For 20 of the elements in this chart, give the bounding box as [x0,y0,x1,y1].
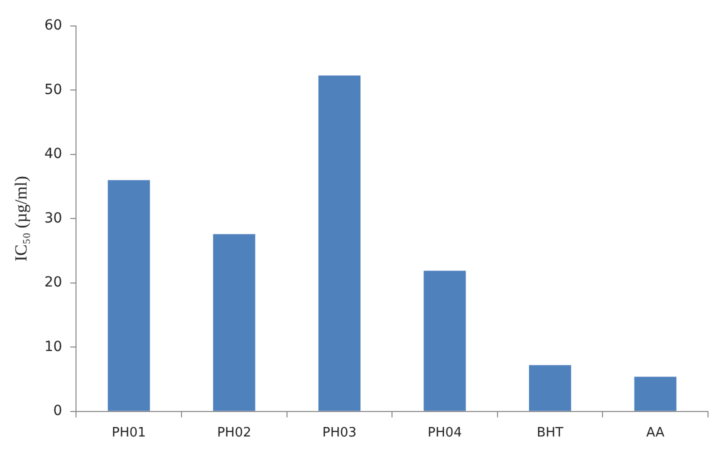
y-axis-title: IC₅₀ (µg/ml) [12,176,31,262]
bar [213,234,256,411]
x-tick-label: AA [646,426,665,441]
x-tick-label: PH01 [112,426,146,441]
y-tick-label: 20 [44,274,62,291]
y-tick-label: 30 [44,210,62,226]
bar [318,75,361,411]
y-tick-label: 0 [53,403,62,420]
bar [424,270,466,411]
y-tick-label: 40 [44,146,62,162]
bar [528,365,572,411]
y-tick-label: 10 [44,338,62,355]
y-tick-label: 50 [44,82,62,98]
x-tick-label: PH02 [217,426,252,441]
bar [634,376,676,411]
bar [108,180,150,411]
x-tick-label: PH03 [322,426,357,441]
x-tick-label: BHT [536,426,564,441]
x-tick-label: PH04 [428,426,462,441]
y-tick-label: 60 [44,18,62,34]
